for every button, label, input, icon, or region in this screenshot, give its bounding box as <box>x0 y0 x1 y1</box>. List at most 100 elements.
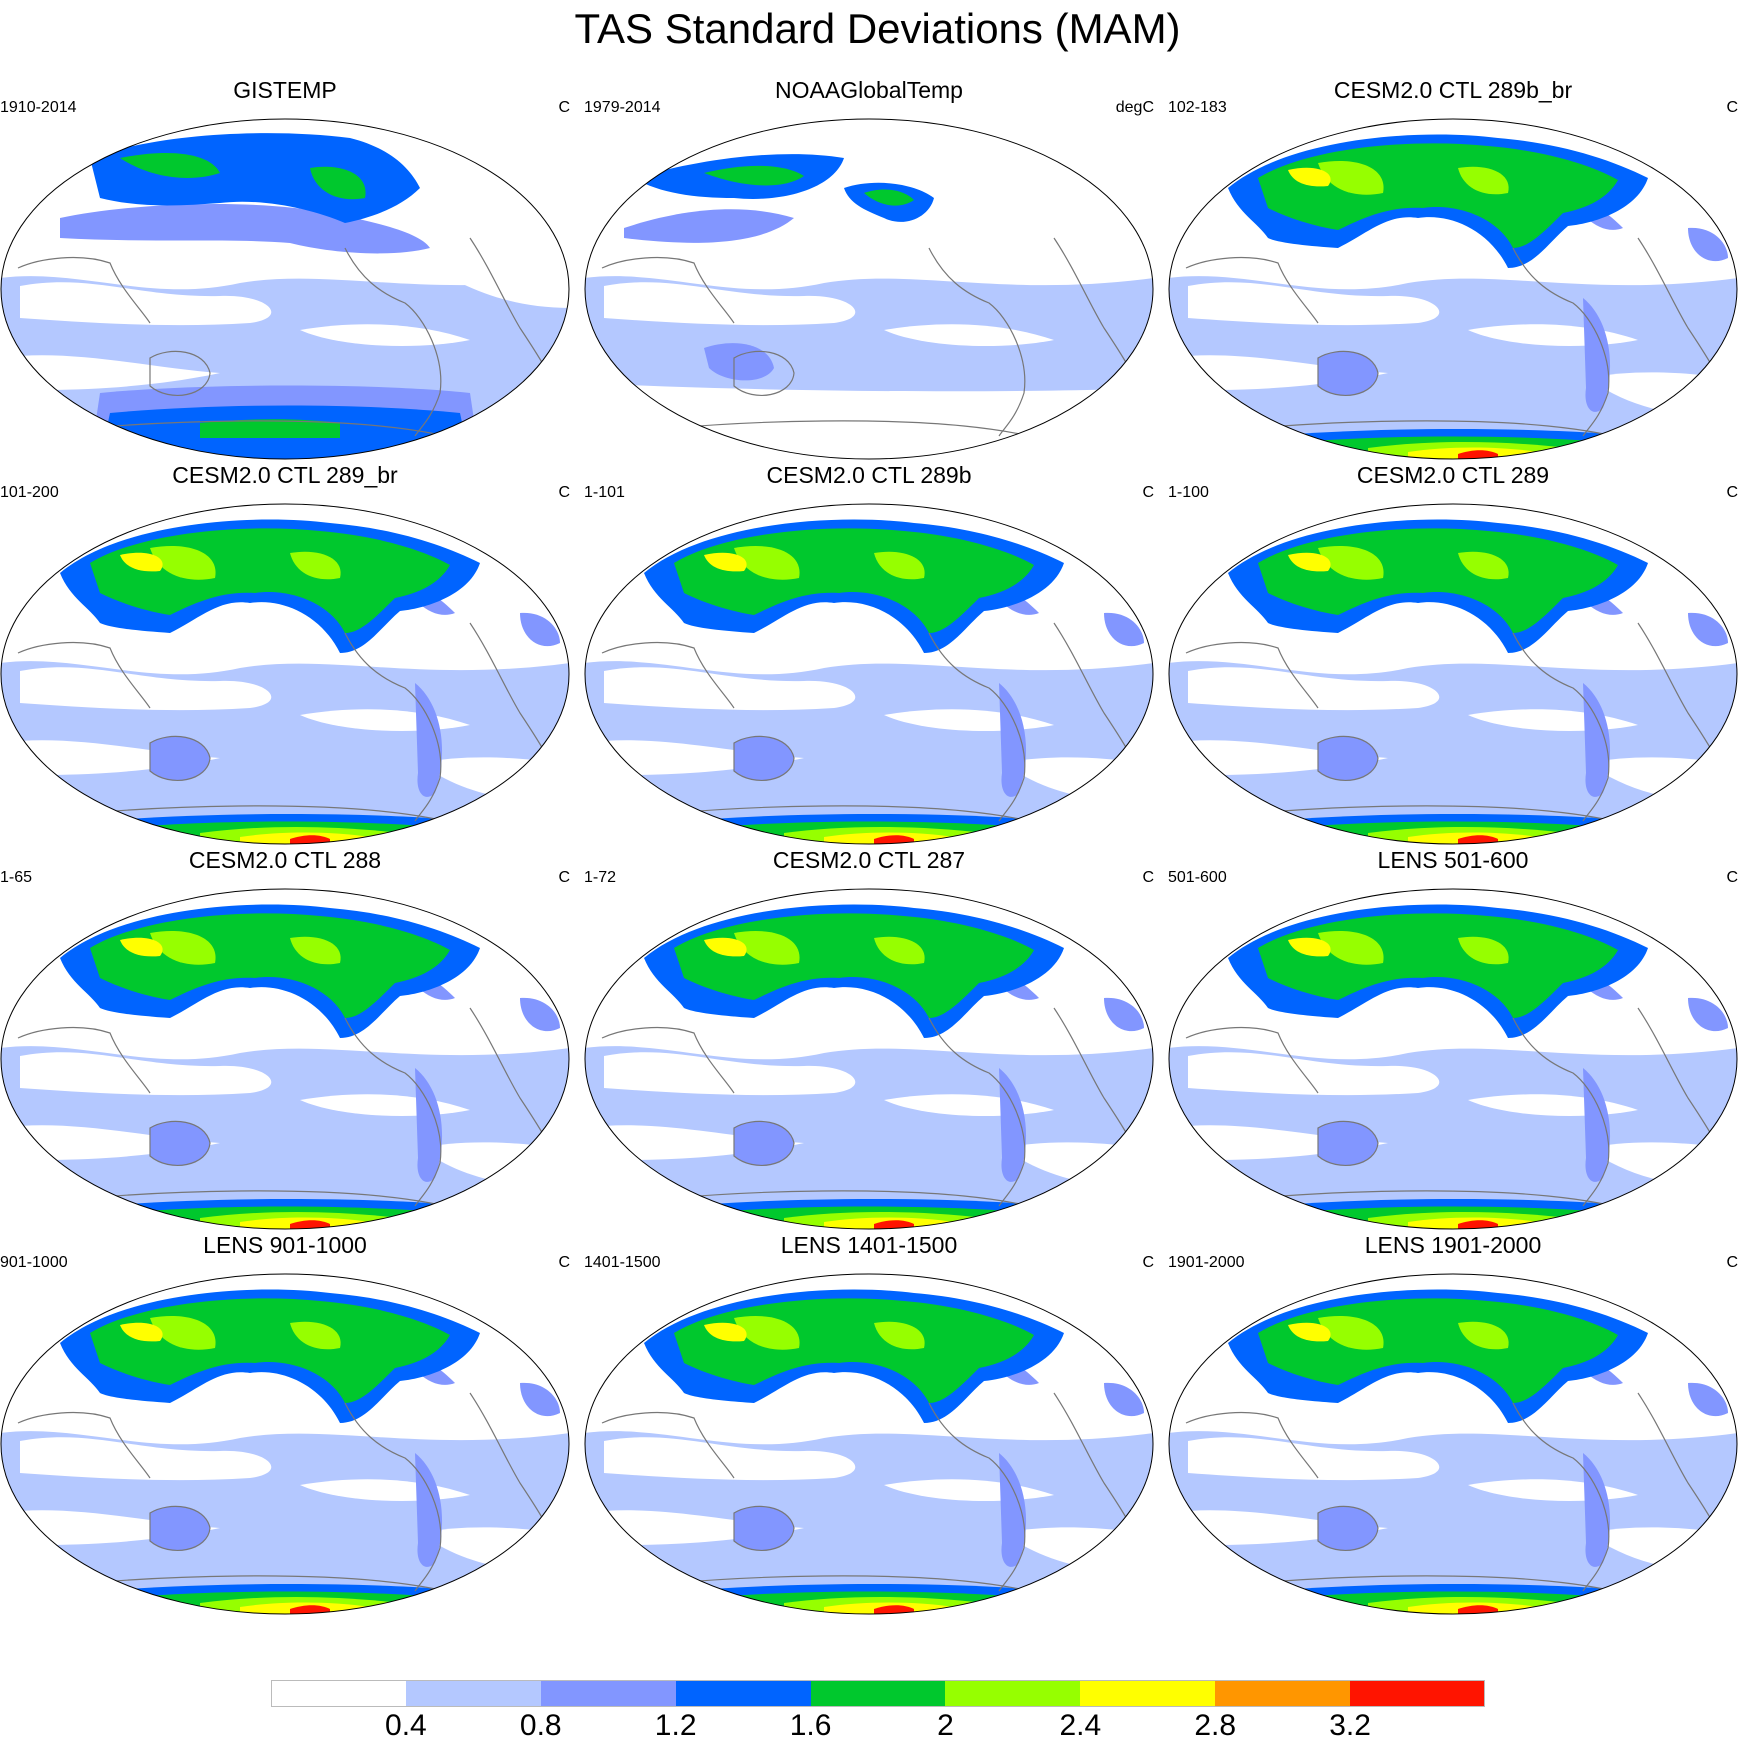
coastline <box>149 735 211 781</box>
map-outline <box>584 1273 1154 1615</box>
panel-units: C <box>1726 1254 1738 1271</box>
contour-region <box>999 683 1027 797</box>
colorbar-label: 1.2 <box>654 1709 697 1742</box>
contour-region <box>1583 1453 1611 1567</box>
contour-region <box>874 1321 925 1350</box>
colorbar-box <box>945 1680 1081 1707</box>
coastline <box>1317 1505 1379 1551</box>
colorbar-box <box>1080 1680 1216 1707</box>
map-panel: LENS 501-600 501-600 C <box>1168 846 1738 1232</box>
contour-region <box>290 551 341 580</box>
robinson-map <box>1168 1273 1738 1615</box>
contour-region <box>120 937 163 957</box>
panel-units: C <box>1726 869 1738 886</box>
map-outline <box>0 503 570 845</box>
coastline <box>733 350 795 396</box>
colorbar-boxes <box>271 1680 1485 1707</box>
contour-region <box>520 997 560 1032</box>
contour-region <box>120 552 163 572</box>
contour-region <box>290 1321 341 1350</box>
contour-region <box>734 1121 794 1166</box>
robinson-map <box>0 118 570 460</box>
contour-region <box>150 931 216 965</box>
colorbar-label: 2.8 <box>1194 1709 1237 1742</box>
colorbar-box <box>271 1680 406 1707</box>
contour-region <box>1688 1382 1728 1417</box>
colorbar-label: 2 <box>937 1709 954 1742</box>
panel-period: 1910-2014 <box>0 99 77 116</box>
contour-region <box>734 931 800 965</box>
colorbar-box <box>1215 1680 1351 1707</box>
contour-region <box>1583 298 1611 412</box>
map-outline <box>0 118 570 460</box>
contour-region <box>604 1052 856 1096</box>
map-panel: NOAAGlobalTemp 1979-2014 degC <box>584 76 1154 462</box>
panel-units: C <box>1142 869 1154 886</box>
contour-region <box>20 1437 272 1481</box>
contour-region <box>999 1068 1027 1182</box>
contour-region <box>704 1322 747 1342</box>
contour-region <box>1104 1382 1144 1417</box>
contour-region <box>200 419 340 438</box>
contour-region <box>704 165 804 186</box>
contour-region <box>1104 612 1144 647</box>
contour-region <box>310 166 366 200</box>
contour-region <box>734 1316 800 1350</box>
contour-region <box>300 324 470 346</box>
colorbar-box <box>810 1680 946 1707</box>
map-outline <box>0 888 570 1230</box>
coastline <box>1185 256 1319 324</box>
contour-region <box>1318 161 1384 195</box>
coastline <box>149 350 211 396</box>
contour-region <box>1583 683 1611 797</box>
panel-period: 1901-2000 <box>1168 1254 1245 1271</box>
colorbar-box <box>540 1680 676 1707</box>
panel-period: 501-600 <box>1168 869 1227 886</box>
colorbar-label: 0.8 <box>519 1709 562 1742</box>
colorbar-box <box>675 1680 811 1707</box>
panel-title: LENS 501-600 <box>1377 847 1529 873</box>
contour-region <box>150 736 210 781</box>
coastline <box>733 1120 795 1166</box>
robinson-map <box>0 888 570 1230</box>
coastline <box>344 632 442 822</box>
panel-title: NOAAGlobalTemp <box>775 77 963 103</box>
contour-region <box>1188 1437 1440 1481</box>
map-panel: CESM2.0 CTL 288 1-65 C <box>0 846 570 1232</box>
robinson-map <box>584 118 1154 460</box>
panel-period: 1-101 <box>584 484 625 501</box>
map-panel: CESM2.0 CTL 289b 1-101 C <box>584 461 1154 847</box>
coastline <box>1317 350 1379 396</box>
contour-region <box>1 355 220 390</box>
contour-region <box>734 546 800 580</box>
contour-region <box>1458 936 1509 965</box>
map-outline <box>0 1273 570 1615</box>
contour-region <box>150 546 216 580</box>
panel-units: C <box>558 869 570 886</box>
contour-region <box>704 937 747 957</box>
coastline <box>928 1017 1026 1207</box>
contour-region <box>20 1052 272 1096</box>
panel-title: LENS 901-1000 <box>203 1232 367 1258</box>
panel-title: CESM2.0 CTL 289 <box>1356 462 1550 488</box>
panel-period: 1-100 <box>1168 484 1209 501</box>
coastline <box>149 1120 211 1166</box>
map-outline <box>1168 503 1738 845</box>
panel-units: C <box>558 99 570 116</box>
robinson-map <box>584 503 1154 845</box>
panel-period: 1-72 <box>584 869 617 886</box>
contour-region <box>1288 937 1331 957</box>
contour-region <box>520 1382 560 1417</box>
robinson-map <box>0 1273 570 1615</box>
map-panel: LENS 901-1000 901-1000 C <box>0 1231 570 1617</box>
map-panel: CESM2.0 CTL 289 1-100 C <box>1168 461 1738 847</box>
panel-period: 101-200 <box>0 484 59 501</box>
coastline <box>1637 622 1717 759</box>
map-panel: LENS 1901-2000 1901-2000 C <box>1168 1231 1738 1617</box>
panel-units: C <box>1142 484 1154 501</box>
coastline <box>1512 1017 1610 1207</box>
panel-units: C <box>558 484 570 501</box>
contour-region <box>1288 552 1331 572</box>
coastline <box>469 1392 549 1529</box>
coastline <box>17 641 151 709</box>
